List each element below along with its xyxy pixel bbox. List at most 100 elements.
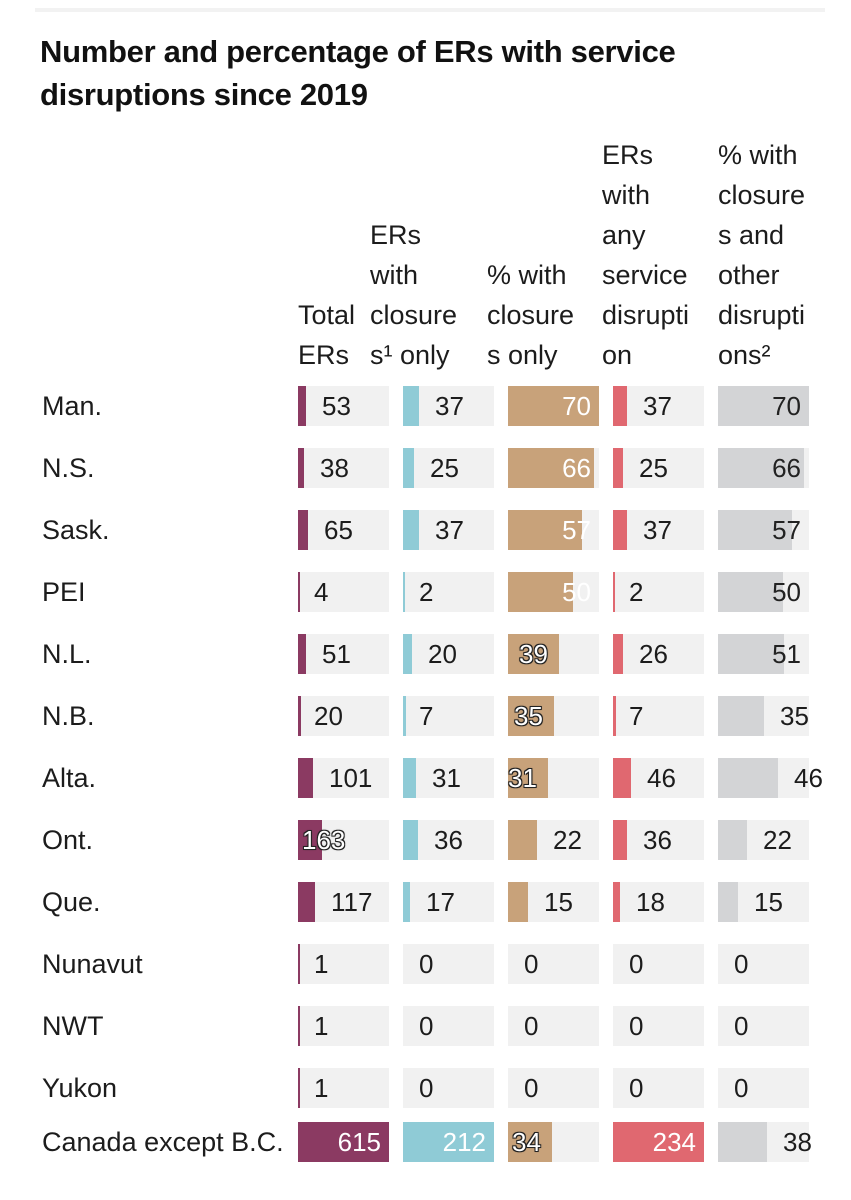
value-label: 57 xyxy=(562,515,591,545)
row-label: Ont. xyxy=(42,825,94,855)
column-header-pct-closures-only: % with closure s only xyxy=(487,255,574,375)
bar-total-ers xyxy=(298,696,301,736)
bar-closures-only xyxy=(403,448,414,488)
row-label: N.S. xyxy=(42,453,95,483)
bar-pct-closures-only xyxy=(508,634,559,674)
value-label: 0 xyxy=(524,949,539,979)
value-label: 34 xyxy=(512,1127,541,1157)
value-label: 234 xyxy=(652,1127,696,1157)
cell-pct-closures-only: 22 xyxy=(508,820,599,860)
value-label: 15 xyxy=(544,887,573,917)
column-header-line: service xyxy=(602,260,688,290)
bar-any-disruption xyxy=(613,386,627,426)
bar-total-ers xyxy=(298,1068,300,1108)
column-header-line: ERs xyxy=(298,340,350,370)
value-label: 70 xyxy=(562,391,591,421)
value-label: 0 xyxy=(734,1011,749,1041)
top-divider xyxy=(35,8,825,12)
cell-any-disruption: 2 xyxy=(613,572,704,612)
cell-pct-closures-only: 57 xyxy=(508,510,599,550)
bar-any-disruption xyxy=(613,696,616,736)
bar-pct-closures-only xyxy=(508,758,548,798)
value-label: 25 xyxy=(639,453,668,483)
column-header-line: closure xyxy=(370,300,458,330)
cell-pct-closures-only: 0 xyxy=(508,1006,599,1046)
value-label: 7 xyxy=(419,701,434,731)
column-header-line: with xyxy=(370,260,419,290)
cell-total-ers: 20 xyxy=(298,696,389,736)
column-header-line: s¹ only xyxy=(370,340,450,370)
value-label: 0 xyxy=(419,1011,434,1041)
cell-any-disruption: 0 xyxy=(613,944,704,984)
cell-pct-closures-other: 66 xyxy=(718,448,809,488)
bar-total-ers xyxy=(298,944,300,984)
cell-any-disruption: 46 xyxy=(613,758,704,798)
row-label: Man. xyxy=(42,391,103,421)
value-label: 2 xyxy=(629,577,644,607)
bar-pct-closures-only xyxy=(508,572,573,612)
value-label: 163 xyxy=(302,825,346,855)
value-label: 35 xyxy=(514,701,543,731)
bar-total-ers xyxy=(298,634,306,674)
cell-closures-only: 7 xyxy=(403,696,494,736)
row-label: PEI xyxy=(42,577,86,607)
value-label: 0 xyxy=(629,1073,644,1103)
bar-any-disruption xyxy=(613,448,623,488)
bar-pct-closures-only xyxy=(508,1122,552,1162)
bar-pct-closures-other xyxy=(718,510,792,550)
column-header-closures-only: ERs with closure s¹ only xyxy=(370,215,457,375)
value-label: 51 xyxy=(772,639,801,669)
bar-pct-closures-only xyxy=(508,882,528,922)
value-label: 26 xyxy=(639,639,668,669)
cell-total-ers: 117 xyxy=(298,882,389,922)
value-label: 35 xyxy=(780,701,809,731)
row-label: Nunavut xyxy=(42,949,143,979)
bar-pct-closures-other xyxy=(718,1122,767,1162)
column-header-line: disrupti xyxy=(602,300,690,330)
value-label: 46 xyxy=(794,763,823,793)
cell-any-disruption: 37 xyxy=(613,386,704,426)
cell-any-disruption: 0 xyxy=(613,1006,704,1046)
bar-pct-closures-other xyxy=(718,882,738,922)
cell-any-disruption: 0 xyxy=(613,1068,704,1108)
cell-closures-only: 25 xyxy=(403,448,494,488)
value-label: 70 xyxy=(772,391,801,421)
cell-pct-closures-other: 38 xyxy=(718,1122,812,1162)
bar-total-ers xyxy=(298,820,322,860)
cell-pct-closures-other: 22 xyxy=(718,820,809,860)
column-header-line: ERs xyxy=(370,220,422,250)
value-label: 39 xyxy=(519,639,548,669)
cell-pct-closures-other: 0 xyxy=(718,944,809,984)
column-header-any-disruption: ERs with any service disrupti on xyxy=(602,135,689,375)
cell-pct-closures-only: 35 xyxy=(508,696,599,736)
cell-total-ers: 65 xyxy=(298,510,389,550)
bar-closures-only xyxy=(403,820,418,860)
value-label: 66 xyxy=(562,453,591,483)
value-label: 22 xyxy=(763,825,792,855)
value-label: 20 xyxy=(428,639,457,669)
column-headers: Total ERs ERs with closure s¹ only % with closu… xyxy=(0,140,851,375)
bar-closures-only xyxy=(403,1122,494,1162)
cell-any-disruption: 25 xyxy=(613,448,704,488)
cell-total-ers: 38 xyxy=(298,448,389,488)
value-label: 38 xyxy=(783,1127,812,1157)
value-label: 20 xyxy=(314,701,343,731)
value-label: 1 xyxy=(314,949,329,979)
bar-pct-closures-only xyxy=(508,510,582,550)
row-label: Sask. xyxy=(42,515,110,545)
bar-pct-closures-other xyxy=(718,696,764,736)
bar-total-ers xyxy=(298,1006,300,1046)
cell-closures-only: 37 xyxy=(403,510,494,550)
value-label: 37 xyxy=(643,391,672,421)
cell-pct-closures-other: 70 xyxy=(718,386,809,426)
bar-closures-only xyxy=(403,510,419,550)
value-label: 0 xyxy=(734,1073,749,1103)
value-label: 7 xyxy=(629,701,644,731)
cell-pct-closures-only: 70 xyxy=(508,386,599,426)
value-label: 37 xyxy=(643,515,672,545)
column-header-line: s only xyxy=(487,340,558,370)
bar-pct-closures-other xyxy=(718,572,783,612)
cell-total-ers: 53 xyxy=(298,386,389,426)
cell-total-ers: 101 xyxy=(298,758,389,798)
value-label: 101 xyxy=(329,763,373,793)
